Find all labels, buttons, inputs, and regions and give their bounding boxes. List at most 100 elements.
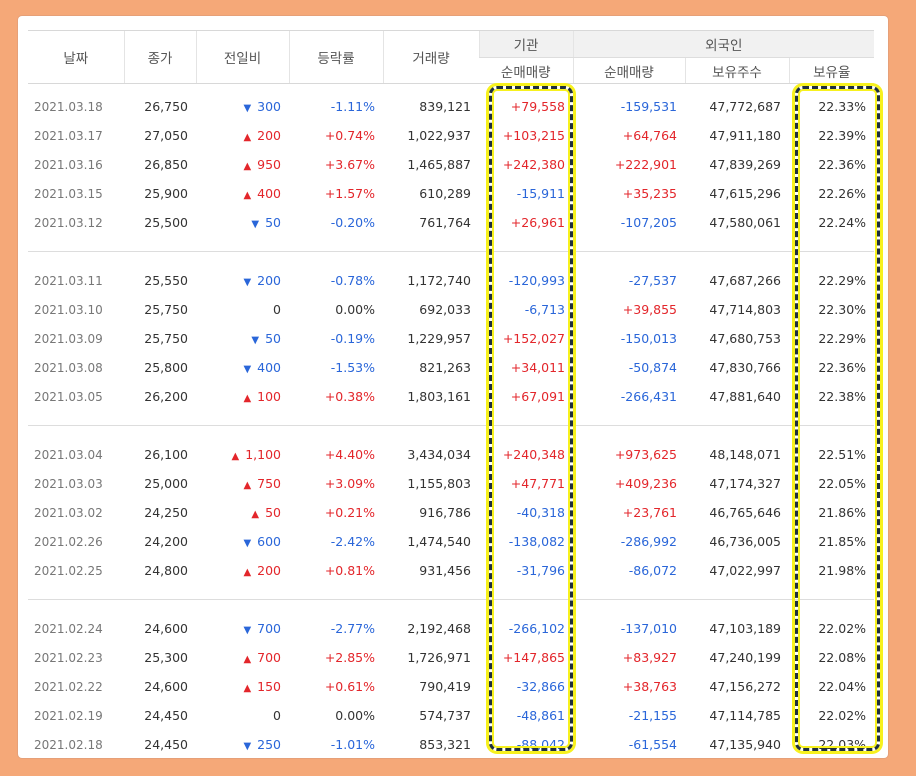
cell-volume: 790,419 [419,679,471,694]
cell-inst-net: -266,102 [508,621,565,636]
cell-foreign-holdings: 46,736,005 [709,534,781,549]
cell-foreign-ratio: 22.02% [818,621,867,636]
cell-rate: +0.81% [324,563,375,578]
cell-foreign-holdings: 47,687,266 [709,273,781,288]
triangle-down-icon: ▼ [243,364,252,375]
table-row: 2021.03.18 26,750 ▼ 300 -1.11% 839,121 +79,558… [28,92,874,121]
cell-change: ▼ 400 [196,353,289,382]
table-row: 2021.03.09 25,750 ▼ 50 -0.19% 1,229,957 +152,0… [28,324,874,353]
cell-change: ▲ 200 [196,556,289,585]
table-row: 2021.02.19 24,450 0 0.00% 574,737 -48,861 -21,… [28,701,874,730]
cell-date: 2021.02.22 [34,679,103,694]
cell-close: 27,050 [144,128,188,143]
table-row: 2021.03.10 25,750 0 0.00% 692,033 -6,713 +39,8… [28,295,874,324]
cell-inst-net: -48,861 [516,708,565,723]
cell-volume: 1,726,971 [407,650,471,665]
triangle-down-icon: ▼ [243,741,252,752]
cell-rate: +0.61% [324,679,375,694]
table-body: 2021.03.18 26,750 ▼ 300 -1.11% 839,121 +79,558… [28,84,875,759]
table-row: 2021.03.15 25,900 ▲ 400 +1.57% 610,289 -15,911… [28,179,874,208]
cell-date: 2021.03.10 [34,302,103,317]
cell-foreign-ratio: 22.04% [818,679,867,694]
cell-rate: -2.77% [330,621,375,636]
cell-volume: 916,786 [419,505,471,520]
cell-foreign-ratio: 22.39% [818,128,867,143]
cell-inst-net: +152,027 [502,331,565,346]
cell-volume: 1,229,957 [407,331,471,346]
table-row: 2021.03.08 25,800 ▼ 400 -1.53% 821,263 +34,011… [28,353,874,382]
cell-date: 2021.02.18 [34,737,103,752]
cell-inst-net: -40,318 [516,505,565,520]
cell-date: 2021.03.15 [34,186,103,201]
cell-foreign-ratio: 22.02% [818,708,867,723]
cell-foreign-net: +64,764 [622,128,677,143]
cell-volume: 1,022,937 [407,128,471,143]
triangle-up-icon: ▲ [243,161,252,172]
cell-rate: +0.21% [324,505,375,520]
cell-foreign-ratio: 22.38% [818,389,867,404]
cell-change: ▼ 50 [196,324,289,353]
cell-rate: -0.20% [330,215,375,230]
cell-close: 24,200 [144,534,188,549]
cell-foreign-holdings: 47,714,803 [709,302,781,317]
cell-rate: +2.85% [324,650,375,665]
cell-foreign-net: +23,761 [622,505,677,520]
cell-foreign-net: +222,901 [614,157,677,172]
cell-foreign-ratio: 22.29% [818,273,867,288]
col-volume: 거래량 [382,30,479,84]
cell-foreign-net: -86,072 [628,563,677,578]
highlight-institution-column [489,86,573,751]
cell-change-value: 0 [273,302,281,317]
cell-rate: +3.67% [324,157,375,172]
cell-volume: 821,263 [419,360,471,375]
triangle-up-icon: ▲ [243,683,252,694]
cell-date: 2021.03.03 [34,476,103,491]
cell-foreign-net: -286,992 [620,534,677,549]
cell-rate: +0.74% [324,128,375,143]
cell-rate: -1.11% [330,99,375,114]
cell-rate: -1.01% [330,737,375,752]
cell-volume: 931,456 [419,563,471,578]
cell-inst-net: +103,215 [502,128,565,143]
cell-change-value: 200 [257,273,281,288]
cell-close: 24,600 [144,679,188,694]
cell-change-value: 150 [257,679,281,694]
cell-change-value: 250 [257,737,281,752]
cell-inst-net: +34,011 [510,360,565,375]
cell-foreign-holdings: 47,680,753 [709,331,781,346]
cell-change: ▲ 400 [196,179,289,208]
cell-volume: 839,121 [419,99,471,114]
cell-foreign-ratio: 22.33% [818,99,867,114]
triangle-down-icon: ▼ [243,538,252,549]
table-row: 2021.03.16 26,850 ▲ 950 +3.67% 1,465,887 +242,… [28,150,874,179]
triangle-up-icon: ▲ [243,190,252,201]
cell-foreign-holdings: 48,148,071 [709,447,781,462]
cell-foreign-net: +38,763 [622,679,677,694]
cell-foreign-net: -137,010 [620,621,677,636]
cell-volume: 610,289 [419,186,471,201]
cell-rate: +0.38% [324,389,375,404]
table-row: 2021.02.25 24,800 ▲ 200 +0.81% 931,456 -31,796… [28,556,874,585]
table-row: 2021.02.22 24,600 ▲ 150 +0.61% 790,419 -32,866… [28,672,874,701]
cell-foreign-ratio: 21.98% [818,563,867,578]
col-change: 전일비 [195,30,289,84]
cell-foreign-ratio: 22.05% [818,476,867,491]
cell-inst-net: +26,961 [510,215,565,230]
col-close: 종가 [123,30,196,84]
cell-volume: 1,155,803 [407,476,471,491]
table-row: 2021.02.18 24,450 ▼ 250 -1.01% 853,321 -88,042… [28,730,874,758]
cell-date: 2021.03.09 [34,331,103,346]
cell-foreign-holdings: 47,135,940 [709,737,781,752]
cell-foreign-holdings: 47,114,785 [709,708,781,723]
cell-foreign-ratio: 22.08% [818,650,867,665]
cell-close: 24,450 [144,708,188,723]
cell-foreign-ratio: 22.24% [818,215,867,230]
cell-close: 24,600 [144,621,188,636]
investor-trading-table: 날짜 종가 전일비 등락률 거래량 기관 외국인 순매매량 순매매량 보유주수 … [28,30,875,759]
cell-foreign-net: +35,235 [622,186,677,201]
cell-close: 26,850 [144,157,188,172]
cell-change-value: 200 [257,563,281,578]
cell-foreign-net: -27,537 [628,273,677,288]
cell-date: 2021.02.23 [34,650,103,665]
table-header: 날짜 종가 전일비 등락률 거래량 기관 외국인 순매매량 순매매량 보유주수 … [28,30,875,84]
